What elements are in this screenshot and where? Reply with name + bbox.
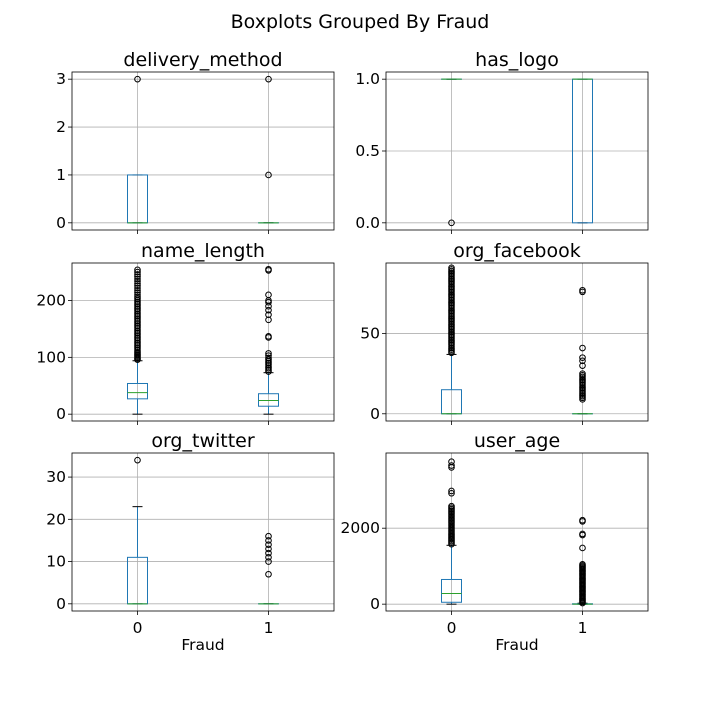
outlier-point [265,545,272,553]
panel-title: org_twitter [151,430,255,452]
y-tick-label: 0.0 [355,214,380,232]
axes-frame [71,262,335,422]
box-iqr [127,382,148,400]
boxplot-panel-org_facebook: 0 50 org_facebook [360,240,649,425]
outlier-point [579,344,586,352]
outlier-point [265,75,272,83]
outlier-point [579,544,586,552]
outlier-point [134,75,141,83]
y-tick-label: 30 [46,468,66,486]
x-axis-label: Fraud [181,636,224,654]
axes-frame [385,262,649,422]
y-tick-label: 200 [36,292,66,310]
outlier-point [265,554,272,561]
outlier-point [579,357,586,365]
outlier-point [134,291,141,299]
x-tick-label: 1 [578,619,588,637]
outlier-point [134,266,141,274]
y-tick-label: 1.0 [355,70,380,88]
outlier-point [448,462,455,469]
outlier-point [265,265,272,273]
outlier-point [448,502,455,510]
y-tick-label: 0 [370,595,380,613]
panel-title: has_logo [475,49,559,71]
outlier-point [134,286,141,294]
outlier-point [579,560,586,568]
outlier-point [134,293,141,301]
figure-suptitle: Boxplots Grouped By Fraud [231,11,490,33]
outlier-point [134,456,141,464]
panel-title: name_length [141,240,265,262]
outlier-point [265,352,272,359]
outlier-point [579,530,586,538]
y-tick-label: 2000 [341,519,380,537]
outlier-point [265,350,272,357]
outlier-point [134,271,141,278]
panel-title: user_age [474,430,560,452]
y-tick-label: 1 [56,166,66,184]
x-axis-label: Fraud [495,636,538,654]
outlier-point [448,458,455,466]
y-tick-label: 0 [56,214,66,232]
outlier-point [265,570,272,578]
outlier-point [265,311,272,319]
outlier-point [265,541,272,548]
box-iqr [441,578,462,603]
axes-frame [71,452,335,612]
x-tick-label: 1 [264,619,274,637]
outlier-point [448,487,455,495]
boxplot-panel-delivery_method: 0 1 2 3 delivery_method [56,49,335,234]
outlier-point [134,275,141,283]
box-iqr [258,393,279,407]
outlier-point [579,370,586,377]
y-tick-label: 3 [56,70,66,88]
outlier-point [579,516,586,524]
outlier-point [448,489,455,497]
x-tick-label: 0 [447,619,457,637]
outlier-point [134,277,141,285]
y-tick-label: 0 [56,405,66,423]
outlier-point [265,558,272,565]
axes-frame [385,452,649,612]
outlier-point [265,333,272,340]
outlier-point [134,282,141,290]
y-tick-label: 100 [36,348,66,366]
y-tick-label: 50 [360,325,380,343]
y-tick-label: 10 [46,553,66,571]
outlier-point [265,171,272,179]
outlier-point [265,549,272,557]
outlier-point [134,268,141,276]
outlier-point [265,306,272,314]
boxplot-panel-user_age: 0 2000 0 1 user_age Fraud [341,430,649,654]
outlier-point [134,289,141,296]
outlier-point [134,284,141,292]
outlier-point [265,537,272,544]
outlier-point [265,291,272,299]
outlier-point [134,280,141,287]
outlier-point [265,532,272,540]
axes-frame [71,71,335,231]
boxplot-panel-has_logo: 0.0 0.5 1.0 has_logo [355,49,649,234]
outlier-point [134,273,141,280]
outlier-point [579,286,586,294]
boxplot-panel-name_length: 0 100 200 name_length [36,240,335,425]
panel-title: org_facebook [453,240,580,262]
y-tick-label: 20 [46,510,66,528]
panel-title: delivery_method [123,49,282,71]
outlier-point [579,362,586,369]
y-tick-label: 2 [56,118,66,136]
y-tick-label: 0 [56,595,66,613]
outlier-point [265,354,272,362]
outlier-point [579,354,586,361]
outlier-point [448,264,455,272]
boxplot-panel-org_twitter: 0 10 20 30 0 1 org_twitter Fraud [46,430,335,654]
y-tick-label: 0 [370,405,380,423]
x-tick-label: 0 [133,619,143,637]
y-tick-label: 0.5 [355,142,380,160]
outlier-point [448,219,455,227]
